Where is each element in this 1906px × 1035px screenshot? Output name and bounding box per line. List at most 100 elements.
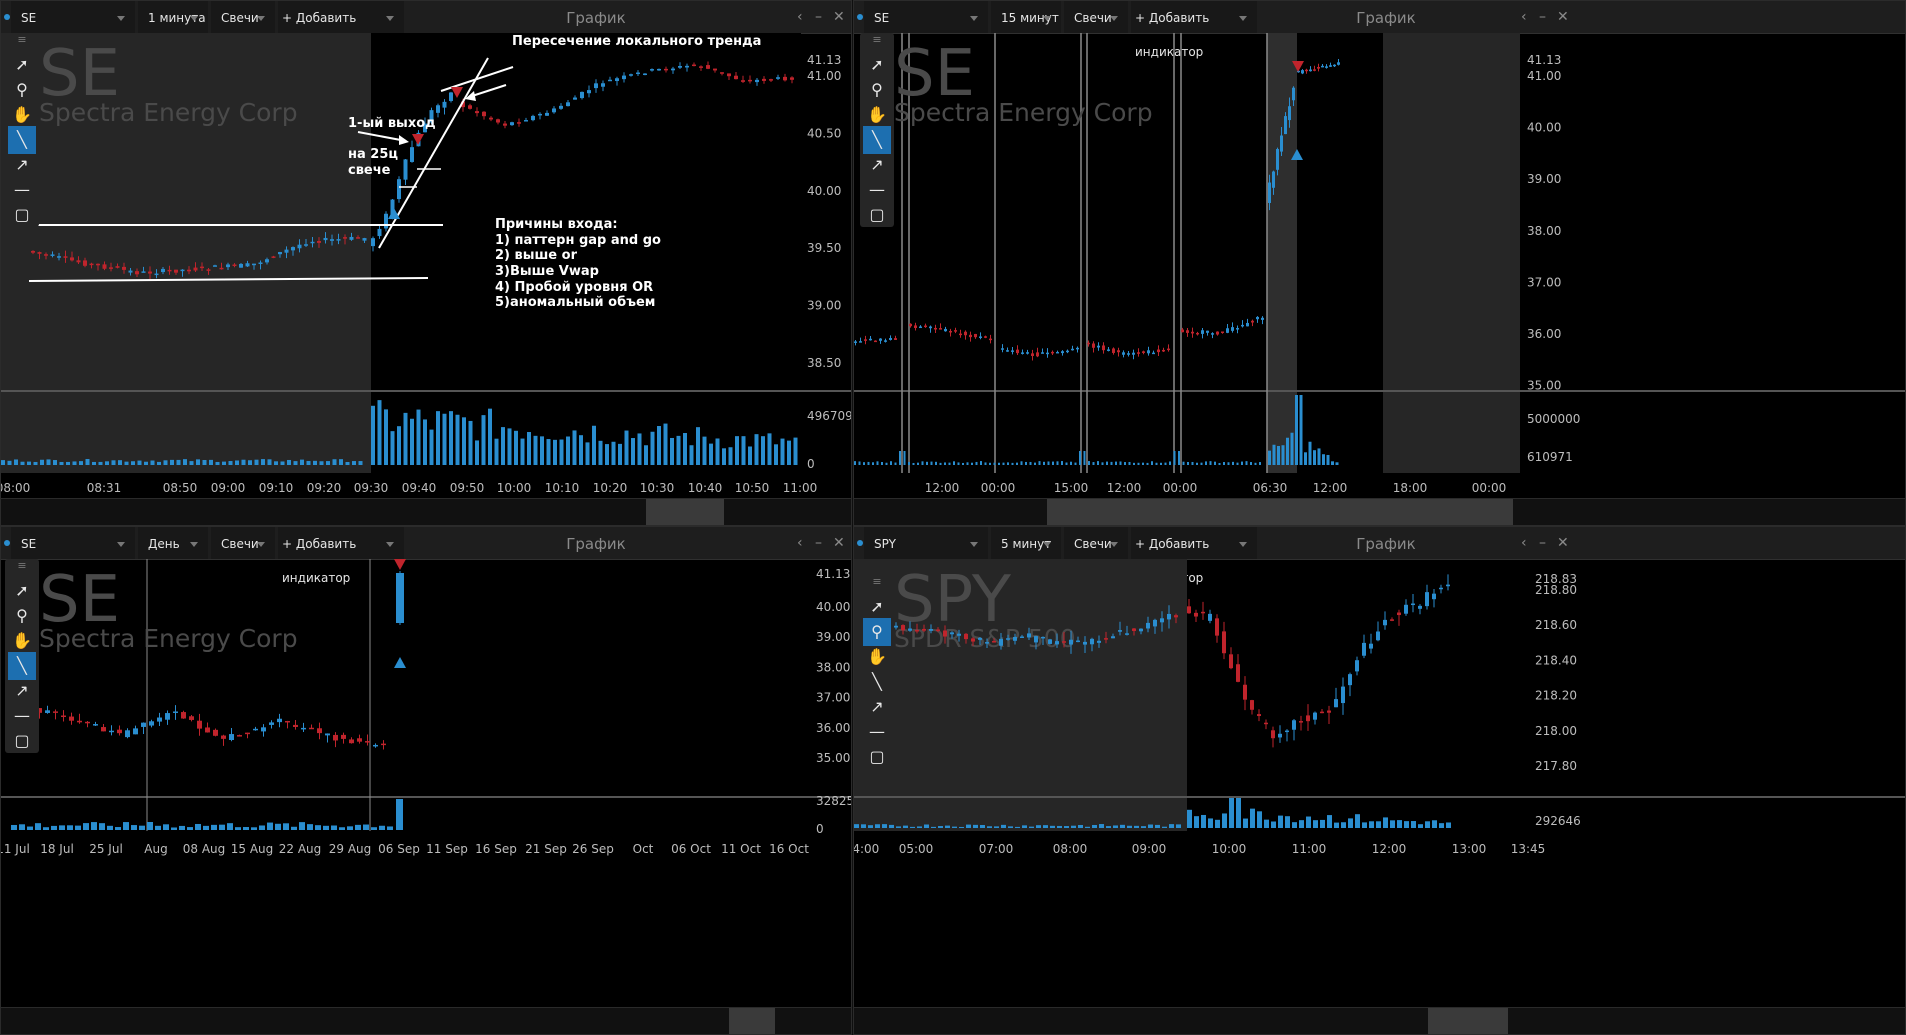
close-icon[interactable]: ✕ xyxy=(833,535,845,551)
line-tool-icon[interactable]: ╲ xyxy=(863,126,891,154)
zoom-icon[interactable]: ⚲ xyxy=(16,606,28,625)
symbol-select[interactable]: SE xyxy=(864,1,988,33)
candle xyxy=(1104,638,1108,640)
pointer-icon[interactable]: ➚ xyxy=(15,55,29,74)
add-indicator-label: + Добавить индикатор xyxy=(282,537,357,585)
chart-panel-1[interactable]: SE 1 минута Свечи + Добавить индикатор Г… xyxy=(0,0,852,526)
pointer-icon[interactable]: ➚ xyxy=(870,55,884,74)
chevron-left-icon[interactable]: ‹ xyxy=(797,9,803,25)
hand-icon[interactable]: ✋ xyxy=(12,105,32,124)
minimize-icon[interactable]: – xyxy=(1539,535,1546,551)
toolbar-grip-icon[interactable]: ≡ xyxy=(872,33,882,46)
volume-bar xyxy=(1299,395,1303,465)
hand-icon[interactable]: ✋ xyxy=(12,631,32,650)
candle xyxy=(1071,348,1074,351)
close-icon[interactable]: ✕ xyxy=(1557,535,1569,551)
arrow-tool-icon[interactable]: ↗ xyxy=(15,155,29,174)
price-chart[interactable]: SE Spectra Energy Corp Пересечение локал… xyxy=(1,33,852,526)
candle xyxy=(769,79,773,81)
candle xyxy=(1250,700,1254,710)
chart-type-select[interactable]: Свечи xyxy=(1064,527,1128,559)
candle xyxy=(213,729,218,736)
minimize-icon[interactable]: – xyxy=(1539,9,1546,25)
symbol-select[interactable]: SE xyxy=(11,527,135,559)
horizontal-line-icon[interactable]: — xyxy=(14,706,30,725)
volume-bar xyxy=(741,436,746,465)
zoom-icon[interactable]: ⚲ xyxy=(16,80,28,99)
overview-window[interactable] xyxy=(1047,499,1513,525)
chart-panel-2[interactable]: SE 15 минут Свечи + Добавить индикатор Г… xyxy=(853,0,1906,526)
line-tool-icon[interactable]: ╲ xyxy=(8,126,36,154)
volume-bar xyxy=(1425,821,1430,828)
chevron-left-icon[interactable]: ‹ xyxy=(797,535,803,551)
horizontal-line-icon[interactable]: — xyxy=(869,180,885,199)
toolbar-grip-icon[interactable]: ≡ xyxy=(17,33,27,46)
horizontal-line-icon[interactable]: — xyxy=(14,180,30,199)
close-icon[interactable]: ✕ xyxy=(1557,9,1569,25)
price-chart[interactable]: SE Spectra Energy Corp 41.13 40.00 39.00 3… xyxy=(1,559,852,1035)
link-dot[interactable] xyxy=(857,540,863,546)
volume-bar xyxy=(53,460,57,465)
interval-select[interactable]: День xyxy=(138,527,208,559)
overview-window[interactable] xyxy=(1428,1008,1508,1034)
rectangle-tool-icon[interactable]: ▢ xyxy=(14,731,30,750)
minimize-icon[interactable]: – xyxy=(815,535,822,551)
arrow-tool-icon[interactable]: ↗ xyxy=(870,697,884,716)
line-tool-icon[interactable]: ╲ xyxy=(8,652,36,680)
chart-type-select[interactable]: Свечи xyxy=(1064,1,1128,33)
symbol-select[interactable]: SPY xyxy=(864,527,988,559)
overview-window[interactable] xyxy=(646,499,724,525)
add-indicator-button[interactable]: + Добавить индикатор xyxy=(278,527,404,585)
volume-bar xyxy=(903,825,908,828)
interval-select[interactable]: 15 минут xyxy=(991,1,1061,33)
horizontal-line-icon[interactable]: — xyxy=(869,722,885,741)
toolbar-grip-icon[interactable]: ≡ xyxy=(17,559,27,572)
close-icon[interactable]: ✕ xyxy=(833,9,845,25)
chevron-left-icon[interactable]: ‹ xyxy=(1521,9,1527,25)
symbol-select[interactable]: SE xyxy=(11,1,135,33)
line-tool-icon[interactable]: ╲ xyxy=(872,672,882,691)
rectangle-tool-icon[interactable]: ▢ xyxy=(869,205,885,224)
hand-icon[interactable]: ✋ xyxy=(867,647,887,666)
link-dot[interactable] xyxy=(857,14,863,20)
link-dot[interactable] xyxy=(4,14,10,20)
time-tick: 08:31 xyxy=(87,481,122,495)
overview-scroller[interactable] xyxy=(1,1007,851,1034)
pointer-icon[interactable]: ➚ xyxy=(870,597,884,616)
chart-panel-3[interactable]: SE День Свечи + Добавить индикатор Графи… xyxy=(0,526,852,1035)
arrow-tool-icon[interactable]: ↗ xyxy=(15,681,29,700)
arrow-tool-icon[interactable]: ↗ xyxy=(870,155,884,174)
overview-scroller[interactable] xyxy=(854,1007,1905,1034)
overview-window[interactable] xyxy=(729,1008,775,1034)
toolbar-grip-icon[interactable]: ≡ xyxy=(872,575,882,588)
minimize-icon[interactable]: – xyxy=(815,9,822,25)
candle xyxy=(1369,643,1373,649)
zoom-icon[interactable]: ⚲ xyxy=(871,80,883,99)
chart-type-select[interactable]: Свечи xyxy=(211,527,275,559)
volume-bar xyxy=(1061,461,1063,465)
link-dot[interactable] xyxy=(4,540,10,546)
zoom-icon[interactable]: ⚲ xyxy=(863,618,891,646)
rectangle-tool-icon[interactable]: ▢ xyxy=(14,205,30,224)
chevron-left-icon[interactable]: ‹ xyxy=(1521,535,1527,551)
chart-type-select[interactable]: Свечи xyxy=(211,1,275,33)
pointer-icon[interactable]: ➚ xyxy=(15,581,29,600)
volume-bar xyxy=(876,461,879,465)
price-chart[interactable]: SE Spectra Energy Corp 41.13 41.00 40.00 3… xyxy=(854,33,1906,526)
volume-bar xyxy=(494,438,499,465)
add-indicator-button[interactable]: + Добавить индикатор xyxy=(278,1,404,59)
volume-bar xyxy=(19,824,25,830)
chart-panel-4[interactable]: SPY 5 минут Свечи + Добавить индикатор Г… xyxy=(853,526,1906,1035)
rectangle-tool-icon[interactable]: ▢ xyxy=(869,747,885,766)
support-line[interactable] xyxy=(28,277,429,282)
interval-select[interactable]: 1 минута xyxy=(138,1,208,33)
add-indicator-button[interactable]: + Добавить индикатор xyxy=(1131,1,1257,59)
overview-scroller[interactable] xyxy=(1,498,851,525)
candle xyxy=(1297,70,1300,73)
interval-select[interactable]: 5 минут xyxy=(991,527,1061,559)
hand-icon[interactable]: ✋ xyxy=(867,105,887,124)
price-chart[interactable]: SPY SPDR S&P 500 218.83 218.80 218.60 218.… xyxy=(854,559,1906,1035)
add-indicator-button[interactable]: + Добавить индикатор xyxy=(1131,527,1257,585)
time-tick: 06:30 xyxy=(1253,481,1288,495)
overview-scroller[interactable] xyxy=(854,498,1905,525)
